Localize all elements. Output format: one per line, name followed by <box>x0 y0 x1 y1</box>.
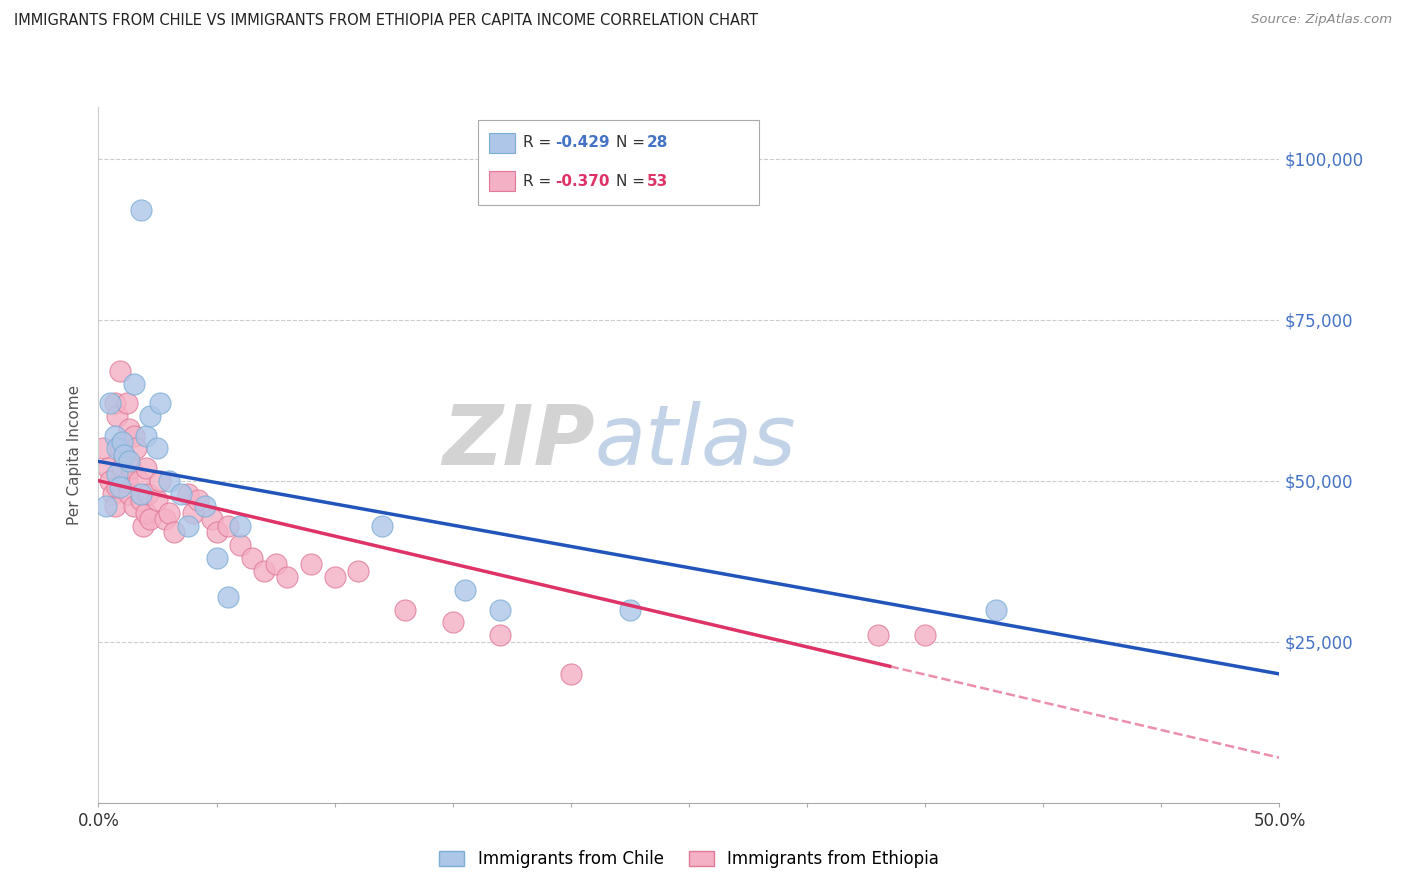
Point <box>108 364 131 378</box>
Point <box>118 454 141 468</box>
Point <box>111 435 134 450</box>
Text: N =: N = <box>616 136 650 150</box>
Point <box>129 203 152 218</box>
Text: atlas: atlas <box>595 401 796 482</box>
Point <box>128 474 150 488</box>
Text: -0.429: -0.429 <box>555 136 610 150</box>
Point <box>177 518 200 533</box>
Point <box>139 409 162 424</box>
Point <box>121 460 143 475</box>
Point <box>132 518 155 533</box>
Point <box>217 590 239 604</box>
Point <box>866 628 889 642</box>
Point <box>619 602 641 616</box>
Text: R =: R = <box>523 174 557 188</box>
Point <box>217 518 239 533</box>
Point <box>94 500 117 514</box>
Point <box>97 460 120 475</box>
Point <box>323 570 346 584</box>
Point <box>104 396 127 410</box>
Point <box>149 474 172 488</box>
Point <box>125 442 148 456</box>
Point <box>157 506 180 520</box>
Point <box>122 377 145 392</box>
Point <box>104 428 127 442</box>
Point <box>98 396 121 410</box>
Point <box>177 486 200 500</box>
Point <box>135 460 157 475</box>
Point <box>146 493 169 508</box>
Point <box>253 564 276 578</box>
Point <box>163 525 186 540</box>
Point <box>914 628 936 642</box>
Text: IMMIGRANTS FROM CHILE VS IMMIGRANTS FROM ETHIOPIA PER CAPITA INCOME CORRELATION : IMMIGRANTS FROM CHILE VS IMMIGRANTS FROM… <box>14 13 758 29</box>
Point <box>105 467 128 482</box>
Legend: Immigrants from Chile, Immigrants from Ethiopia: Immigrants from Chile, Immigrants from E… <box>433 843 945 874</box>
Point <box>394 602 416 616</box>
Point <box>201 512 224 526</box>
Text: N =: N = <box>616 174 650 188</box>
Point <box>489 628 512 642</box>
Point <box>170 486 193 500</box>
Point <box>560 667 582 681</box>
Point <box>347 564 370 578</box>
Point <box>181 506 204 520</box>
Point <box>153 512 176 526</box>
Point <box>122 428 145 442</box>
Text: -0.370: -0.370 <box>555 174 610 188</box>
Point <box>105 442 128 456</box>
Point <box>229 518 252 533</box>
Point <box>136 486 159 500</box>
Text: ZIP: ZIP <box>441 401 595 482</box>
Point <box>135 428 157 442</box>
Point <box>984 602 1007 616</box>
Text: 28: 28 <box>647 136 668 150</box>
Point <box>229 538 252 552</box>
Point <box>118 486 141 500</box>
Point <box>105 409 128 424</box>
Point <box>187 493 209 508</box>
Point <box>105 480 128 494</box>
Point <box>264 558 287 572</box>
Point <box>108 480 131 494</box>
Text: 53: 53 <box>647 174 668 188</box>
Point <box>146 442 169 456</box>
Point <box>115 474 138 488</box>
Point <box>441 615 464 630</box>
Y-axis label: Per Capita Income: Per Capita Income <box>67 384 83 525</box>
Point <box>118 422 141 436</box>
Point <box>135 506 157 520</box>
Point <box>371 518 394 533</box>
Point <box>111 435 134 450</box>
Point <box>122 500 145 514</box>
Point <box>453 583 475 598</box>
Point <box>98 474 121 488</box>
Point <box>299 558 322 572</box>
Point <box>101 486 124 500</box>
Text: Source: ZipAtlas.com: Source: ZipAtlas.com <box>1251 13 1392 27</box>
Text: R =: R = <box>523 136 557 150</box>
Point <box>112 448 135 462</box>
Point <box>240 551 263 566</box>
Point <box>149 396 172 410</box>
Point <box>205 551 228 566</box>
Point <box>139 512 162 526</box>
Point <box>157 474 180 488</box>
Point <box>115 396 138 410</box>
Point <box>276 570 298 584</box>
Point <box>489 602 512 616</box>
Point <box>129 493 152 508</box>
Point <box>112 448 135 462</box>
Point <box>91 442 114 456</box>
Point <box>111 460 134 475</box>
Point <box>129 486 152 500</box>
Point <box>205 525 228 540</box>
Point <box>108 442 131 456</box>
Point <box>194 500 217 514</box>
Point <box>104 500 127 514</box>
